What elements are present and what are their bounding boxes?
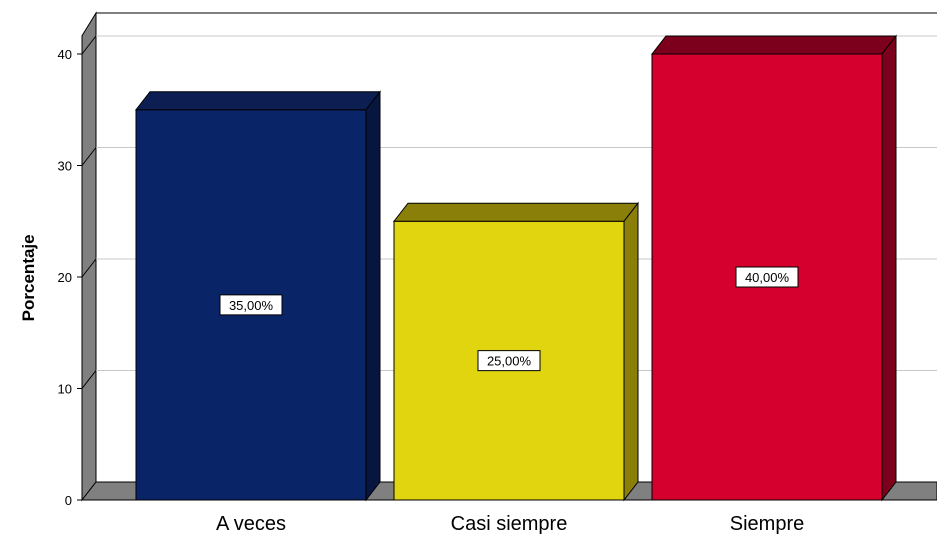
- bar-top-face: [392, 202, 640, 222]
- bar-side-face: [365, 90, 381, 502]
- data-label: 40,00%: [745, 270, 790, 285]
- data-label-box: [477, 350, 541, 372]
- data-label-box: [219, 294, 283, 316]
- y-tick-label: 10: [58, 382, 72, 397]
- gridline-side: [81, 258, 97, 278]
- y-tick-label: 20: [58, 270, 72, 285]
- bar-side-face: [623, 201, 639, 502]
- data-label: 35,00%: [229, 298, 274, 313]
- left-wall: [81, 11, 97, 502]
- data-label: 25,00%: [487, 354, 532, 369]
- gridline-side: [81, 370, 97, 389]
- gridline-side: [81, 147, 97, 166]
- y-tick-label: 40: [58, 47, 72, 62]
- x-tick-label: A veces: [216, 513, 286, 535]
- gridline-side: [81, 35, 97, 55]
- y-tick-label: 0: [65, 493, 72, 508]
- bar-side-face: [881, 34, 897, 502]
- x-tick-label: Casi siempre: [451, 513, 568, 535]
- y-axis-title: Porcentaje: [19, 234, 38, 321]
- bar-top-face: [134, 91, 382, 111]
- data-label-box: [735, 266, 799, 288]
- y-tick-label: 30: [58, 159, 72, 174]
- x-tick-label: Siempre: [730, 513, 804, 535]
- bar-top-face: [650, 35, 898, 55]
